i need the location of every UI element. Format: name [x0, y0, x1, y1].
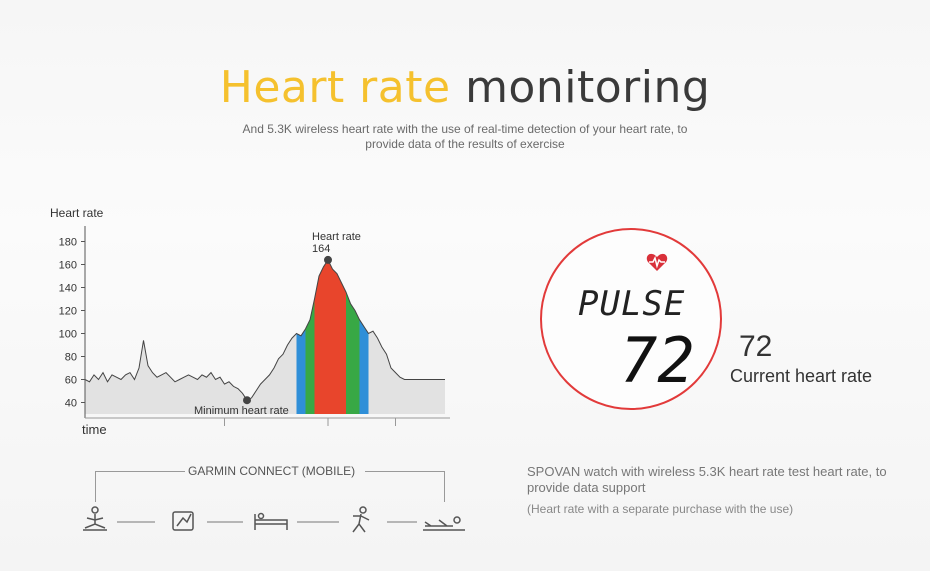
peak-annotation-value: 164: [312, 243, 330, 255]
running-icon: [352, 506, 370, 533]
x-axis-label: time: [82, 422, 107, 437]
peak-point: [324, 255, 332, 264]
y-tick-label: 60: [65, 375, 77, 387]
zones: [296, 259, 369, 414]
page-title: Heart rate monitoring: [0, 62, 930, 113]
peak-annotation-label: Heart rate: [312, 231, 361, 243]
y-tick-label: 40: [65, 398, 77, 410]
y-tick-label: 80: [65, 352, 77, 364]
tablet-icon: [172, 511, 194, 531]
meditation-icon: [83, 506, 107, 531]
heart-pulse-icon: [646, 253, 668, 271]
bed-icon: [254, 512, 288, 530]
product-description: SPOVAN watch with wireless 5.3K heart ra…: [527, 464, 887, 495]
activity-icons: [83, 506, 465, 533]
current-rate-value: 72: [739, 330, 773, 363]
y-tick-label: 100: [59, 329, 77, 341]
page-subtitle: And 5.3K wireless heart rate with the us…: [242, 122, 688, 151]
heart-rate-line: [84, 258, 445, 401]
watch-display-word: PULSE: [578, 284, 686, 324]
y-tick-label: 180: [59, 237, 77, 249]
watch-display-value: 72: [620, 324, 695, 397]
watch-face: PULSE 72: [540, 228, 722, 410]
current-rate-label: Current heart rate: [730, 366, 873, 386]
minimum-annotation-label: Minimum heart rate: [194, 405, 289, 417]
product-note: (Heart rate with a separate purchase wit…: [527, 502, 794, 516]
y-ticks: 40 60 80 100 120 140 160 180: [59, 237, 85, 410]
bracket-gap: [185, 466, 365, 476]
lying-icon: [423, 516, 465, 531]
heart-rate-chart: 40 60 80 100 120 140 160 180 Heart rate time He…: [50, 206, 450, 437]
axes: [84, 226, 450, 426]
title-accent: Heart rate: [219, 62, 451, 113]
heart-rate-area: [85, 259, 445, 414]
y-axis-label: Heart rate: [50, 206, 104, 220]
heart-rate-zone-2: [314, 259, 346, 414]
y-tick-label: 120: [59, 306, 77, 318]
y-tick-label: 140: [59, 283, 77, 295]
garmin-label: GARMIN CONNECT (MOBILE): [188, 464, 356, 478]
title-rest: monitoring: [465, 62, 711, 113]
y-tick-label: 160: [59, 260, 77, 272]
minimum-point: [243, 396, 251, 405]
